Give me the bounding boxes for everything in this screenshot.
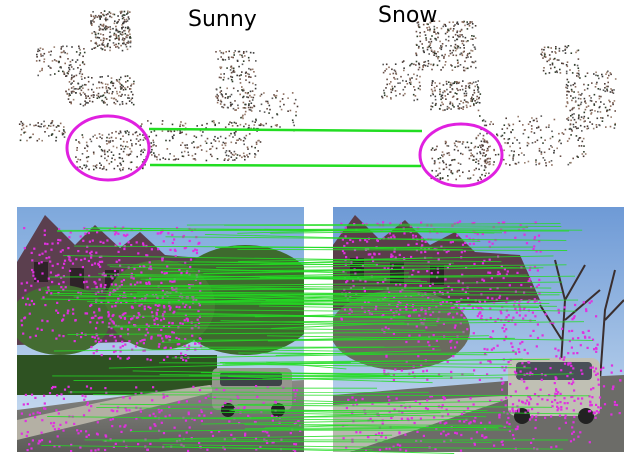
- photo-sunny: [17, 207, 304, 452]
- highlight-ellipse-snow: [418, 122, 504, 188]
- point-cloud-sunny: [18, 10, 299, 172]
- point-cloud-snow: [381, 20, 617, 182]
- match-line-bottom: [149, 163, 422, 168]
- label-snow: Snow: [378, 3, 437, 28]
- match-line-top: [148, 127, 423, 133]
- label-sunny: Sunny: [188, 7, 257, 32]
- feature-match-lines: [40, 223, 594, 454]
- highlight-ellipse-sunny: [65, 114, 151, 182]
